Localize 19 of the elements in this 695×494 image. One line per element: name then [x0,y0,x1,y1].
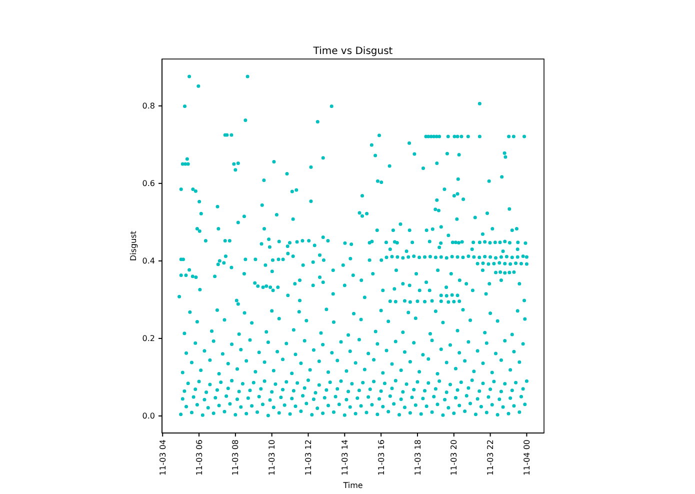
x-tick-label: 11-03 08 [231,440,240,476]
y-tick-label: 0.4 [142,256,155,266]
x-tick-label: 11-03 12 [304,440,314,476]
y-tick-label: 0.0 [142,412,155,421]
x-tick-label: 11-03 18 [413,440,422,476]
y-tick-label: 0.8 [142,101,155,110]
y-tick-label: 0.6 [142,178,155,188]
x-tick-label: 11-03 06 [194,440,204,476]
chart-title: Time vs Disgust [312,46,393,57]
x-tick-label: 11-03 10 [268,440,277,476]
x-tick-label: 11-03 16 [376,440,386,476]
x-axis-title: Time [342,481,363,490]
x-tick-label: 11-04 00 [522,440,532,476]
x-tick-label: 11-03 22 [486,440,496,476]
x-tick-label: 11-03 04 [158,440,168,476]
y-tick-label: 0.2 [142,334,155,343]
y-axis-title: Disgust [129,230,138,262]
x-tick-label: 11-03 14 [340,440,350,476]
x-tick-label: 11-03 20 [450,440,459,476]
